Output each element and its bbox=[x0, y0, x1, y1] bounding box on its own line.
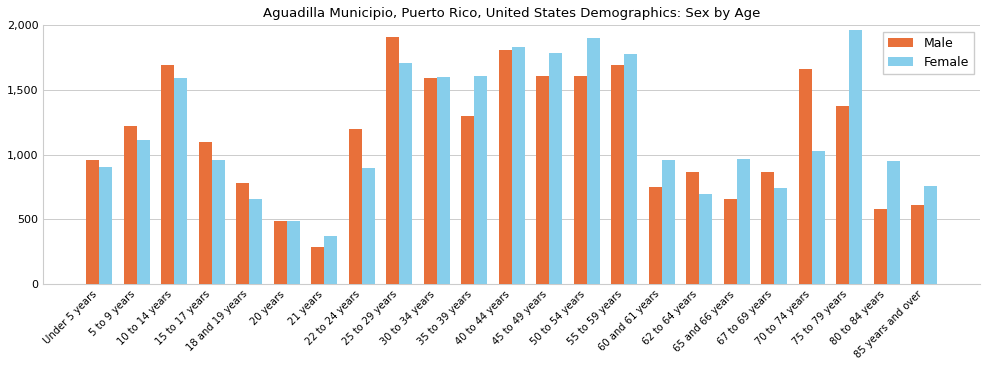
Bar bbox=[535, 76, 548, 284]
Bar bbox=[460, 116, 473, 284]
Bar bbox=[436, 77, 450, 284]
Bar bbox=[774, 188, 787, 284]
Bar bbox=[623, 54, 637, 284]
Bar bbox=[699, 194, 712, 284]
Bar bbox=[123, 126, 136, 284]
Bar bbox=[236, 183, 248, 284]
Bar bbox=[286, 221, 300, 284]
Bar bbox=[398, 63, 412, 284]
Bar bbox=[511, 47, 525, 284]
Bar bbox=[760, 171, 774, 284]
Title: Aguadilla Municipio, Puerto Rico, United States Demographics: Sex by Age: Aguadilla Municipio, Puerto Rico, United… bbox=[263, 7, 759, 20]
Bar bbox=[273, 221, 286, 284]
Bar bbox=[648, 187, 661, 284]
Bar bbox=[386, 37, 398, 284]
Bar bbox=[685, 171, 699, 284]
Bar bbox=[661, 160, 674, 284]
Bar bbox=[548, 53, 562, 284]
Bar bbox=[361, 168, 375, 284]
Bar bbox=[811, 152, 824, 284]
Bar bbox=[174, 78, 187, 284]
Bar bbox=[86, 160, 99, 284]
Bar bbox=[737, 159, 749, 284]
Bar bbox=[610, 65, 623, 284]
Bar bbox=[99, 167, 112, 284]
Bar bbox=[573, 76, 586, 284]
Bar bbox=[423, 78, 436, 284]
Bar bbox=[161, 65, 174, 284]
Bar bbox=[586, 38, 599, 284]
Bar bbox=[198, 142, 211, 284]
Bar bbox=[924, 186, 937, 284]
Bar bbox=[311, 247, 323, 284]
Bar bbox=[873, 209, 886, 284]
Bar bbox=[886, 161, 899, 284]
Bar bbox=[323, 236, 337, 284]
Bar bbox=[498, 50, 511, 284]
Legend: Male, Female: Male, Female bbox=[882, 32, 973, 74]
Bar bbox=[248, 199, 262, 284]
Bar bbox=[910, 204, 924, 284]
Bar bbox=[211, 160, 225, 284]
Bar bbox=[348, 129, 361, 284]
Bar bbox=[849, 30, 862, 284]
Bar bbox=[835, 106, 849, 284]
Bar bbox=[136, 140, 150, 284]
Bar bbox=[798, 69, 811, 284]
Bar bbox=[723, 199, 737, 284]
Bar bbox=[473, 76, 487, 284]
